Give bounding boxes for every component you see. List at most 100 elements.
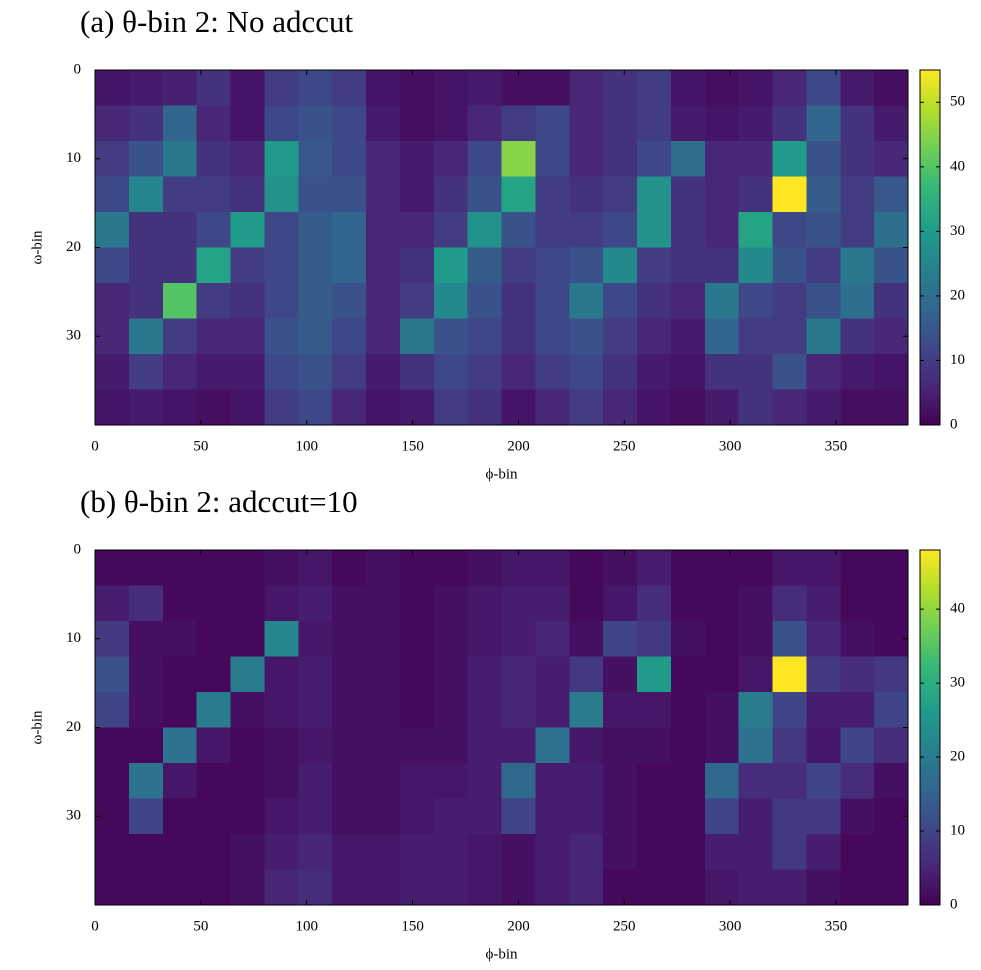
heatmap-cell: [467, 869, 502, 905]
heatmap-cell: [128, 283, 163, 319]
heatmap-cell: [95, 869, 129, 905]
heatmap-cell: [772, 585, 807, 621]
heatmap-cell: [569, 354, 604, 390]
heatmap-cell: [806, 389, 841, 425]
heatmap-cell: [704, 869, 739, 905]
heatmap-cell: [670, 550, 705, 586]
heatmap-cell: [366, 798, 400, 834]
heatmap-cell: [230, 212, 265, 248]
heatmap-cell: [535, 247, 570, 283]
heatmap-cell: [772, 318, 807, 354]
heatmap-cell: [603, 834, 637, 870]
heatmap-cell: [128, 141, 163, 177]
heatmap-cell: [874, 176, 908, 212]
heatmap-cell: [433, 283, 468, 319]
heatmap-cell: [840, 318, 875, 354]
heatmap-cell: [670, 798, 705, 834]
heatmap-cell: [467, 389, 502, 425]
heatmap-cell: [569, 283, 604, 319]
heatmap-cell: [399, 834, 434, 870]
heatmap-cell: [738, 656, 773, 692]
heatmap-cell: [264, 318, 299, 354]
heatmap-cell: [196, 176, 231, 212]
heatmap-cell: [332, 70, 366, 106]
heatmap-cell: [670, 834, 705, 870]
heatmap-cell: [501, 141, 536, 177]
heatmap-cell: [298, 763, 333, 799]
heatmap-cell: [332, 692, 366, 728]
heatmap-cell: [670, 70, 705, 106]
heatmap-cell: [806, 869, 841, 905]
heatmap-cell: [670, 389, 705, 425]
heatmap-cell: [806, 550, 841, 586]
heatmap-cell: [569, 318, 604, 354]
heatmap-cell: [128, 212, 163, 248]
heatmap-cell: [332, 247, 366, 283]
heatmap-cell: [535, 212, 570, 248]
heatmap-cell: [806, 141, 841, 177]
heatmap-cell: [704, 141, 739, 177]
heatmap-cell: [162, 550, 197, 586]
heatmap-cell: [467, 283, 502, 319]
heatmap-cell: [874, 869, 908, 905]
heatmap-cell: [569, 212, 604, 248]
heatmap-cell: [874, 354, 908, 390]
heatmap-cell: [738, 70, 773, 106]
heatmap-cell: [264, 798, 299, 834]
heatmap-cell: [874, 585, 908, 621]
colorbar-tick-label: 50: [950, 94, 965, 110]
heatmap-cell: [772, 105, 807, 141]
heatmap-cell: [603, 621, 637, 657]
heatmap-cell: [366, 550, 400, 586]
heatmap-cell: [840, 389, 875, 425]
heatmap-cell: [467, 692, 502, 728]
heatmap-cell: [128, 692, 163, 728]
heatmap-cell: [806, 247, 841, 283]
heatmap-cell: [772, 727, 807, 763]
heatmap-cell: [95, 212, 129, 248]
heatmap-cell: [535, 798, 570, 834]
x-tick-label: 350: [825, 918, 848, 934]
heatmap-cell: [433, 585, 468, 621]
heatmap-cell: [535, 692, 570, 728]
x-tick-label: 50: [193, 438, 208, 454]
x-tick-label: 350: [825, 438, 848, 454]
heatmap-cell: [95, 585, 129, 621]
heatmap-cell: [874, 105, 908, 141]
heatmap-cell: [501, 798, 536, 834]
heatmap-cell: [670, 727, 705, 763]
heatmap-cell: [467, 247, 502, 283]
heatmap-cell: [196, 869, 231, 905]
y-axis-label: ω-bin: [29, 710, 45, 745]
heatmap-cell: [738, 318, 773, 354]
heatmap-cell: [874, 389, 908, 425]
heatmap-cell: [433, 798, 468, 834]
heatmap-cell: [366, 621, 400, 657]
heatmap-cell: [230, 692, 265, 728]
heatmap-cell: [806, 212, 841, 248]
heatmap-cell: [298, 212, 333, 248]
heatmap-cell: [196, 585, 231, 621]
heatmap-cell: [535, 656, 570, 692]
heatmap-cell: [874, 656, 908, 692]
heatmap-cell: [704, 656, 739, 692]
heatmap-cell: [433, 141, 468, 177]
heatmap-cell: [569, 389, 604, 425]
heatmap-cell: [637, 141, 671, 177]
heatmap-cell: [670, 621, 705, 657]
heatmap-cell: [196, 621, 231, 657]
heatmap-cell: [637, 869, 671, 905]
heatmap-cell: [366, 727, 400, 763]
heatmap-cell: [230, 105, 265, 141]
heatmap-cell: [332, 389, 366, 425]
heatmap-cell: [501, 834, 536, 870]
heatmap-cell: [196, 798, 231, 834]
heatmap-cell: [95, 283, 129, 319]
heatmap-cell: [467, 585, 502, 621]
heatmap-cell: [298, 283, 333, 319]
heatmap-cell: [772, 621, 807, 657]
heatmap-cell: [298, 141, 333, 177]
heatmap-cell: [467, 70, 502, 106]
heatmap-cell: [433, 176, 468, 212]
heatmap-cell: [264, 354, 299, 390]
